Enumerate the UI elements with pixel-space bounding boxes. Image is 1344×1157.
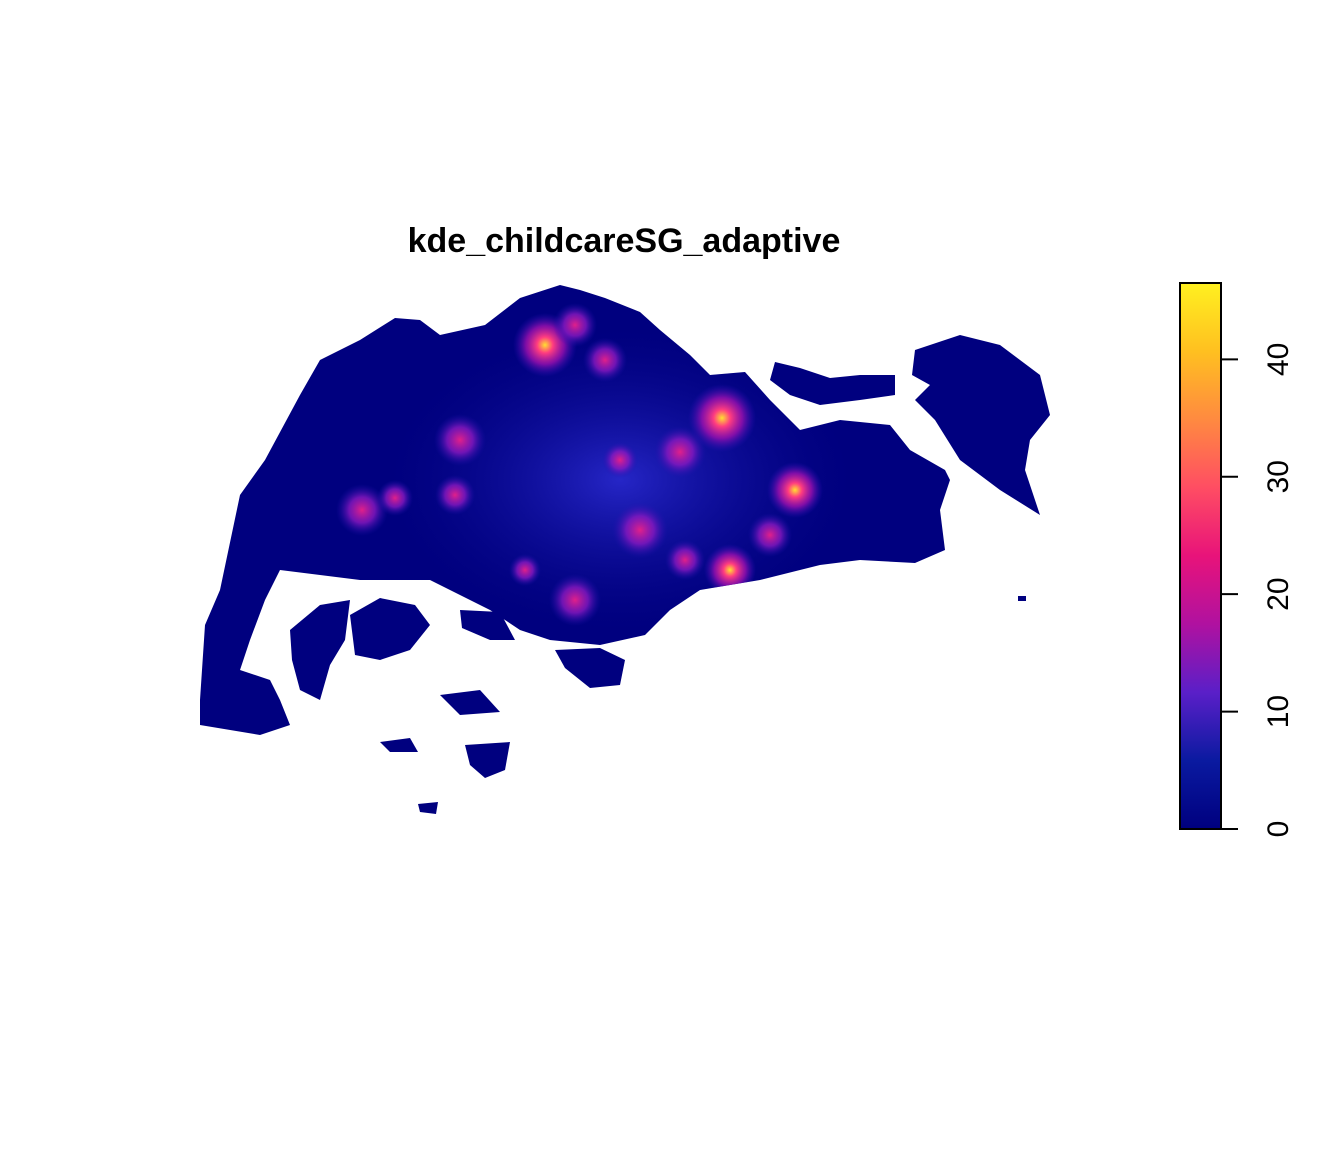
hotspot: [654, 426, 706, 478]
hotspot: [336, 484, 388, 536]
hotspot: [549, 574, 601, 626]
hotspot: [612, 502, 668, 558]
hotspot: [748, 513, 792, 557]
hotspot: [509, 554, 541, 586]
island: [418, 802, 438, 814]
island: [350, 598, 430, 660]
hotspot: [767, 462, 823, 518]
hotspot: [583, 338, 627, 382]
tick-label: 0: [1262, 821, 1295, 838]
island: [460, 610, 515, 640]
hotspot: [434, 414, 486, 466]
colorbar: 0 10 20 30 40: [1179, 282, 1295, 838]
tick-label: 20: [1262, 577, 1295, 610]
island: [290, 600, 350, 700]
island: [1018, 596, 1026, 601]
colorbar-scale: [1179, 282, 1222, 830]
island: [770, 362, 895, 405]
density-layer: [336, 303, 850, 630]
tick-label: 30: [1262, 460, 1295, 493]
tick-label: 10: [1262, 695, 1295, 728]
hotspot: [704, 544, 756, 596]
hotspot: [553, 303, 597, 347]
hotspot: [688, 384, 756, 452]
tick-label: 40: [1262, 343, 1295, 376]
hotspot: [665, 540, 705, 580]
island: [440, 690, 500, 715]
hotspot: [435, 475, 475, 515]
island: [465, 742, 510, 778]
island: [380, 738, 418, 752]
hotspot: [377, 480, 413, 516]
hotspot: [602, 442, 638, 478]
island: [555, 648, 625, 688]
island: [912, 335, 1050, 515]
chart-title: kde_childcareSG_adaptive: [408, 222, 841, 260]
